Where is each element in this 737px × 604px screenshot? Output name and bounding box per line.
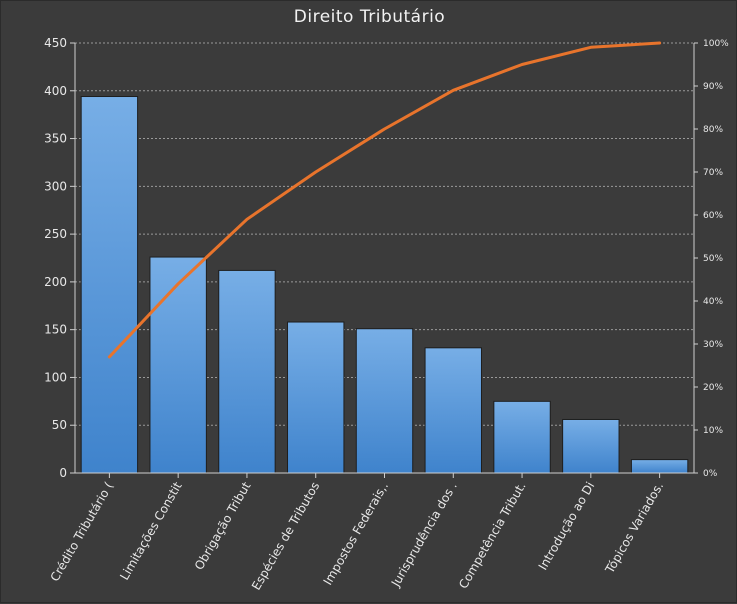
x-tick-label: Tópicos Variados.	[602, 480, 666, 577]
bar	[287, 321, 345, 474]
bar	[493, 400, 551, 474]
y2-tick-label: 0%	[703, 469, 718, 479]
y-tick-label: 100	[44, 370, 67, 384]
bar	[630, 459, 689, 474]
line-point	[520, 63, 524, 66]
y-tick-label: 250	[44, 227, 67, 241]
line-point	[383, 127, 386, 131]
y2-tick-label: 50%	[703, 254, 723, 264]
y2-tick-label: 80%	[703, 125, 723, 135]
x-tick-label: Impostos Federais,.	[321, 480, 391, 588]
line-point	[314, 170, 317, 174]
line-point	[245, 218, 249, 221]
line-point	[658, 41, 661, 45]
y-tick-label: 350	[44, 132, 67, 146]
line-point	[589, 46, 593, 49]
y-tick-label: 150	[44, 323, 67, 337]
bar	[149, 256, 207, 474]
y-tick-label: 50	[52, 418, 67, 432]
y2-tick-label: 100%	[703, 39, 729, 49]
y2-tick-label: 90%	[703, 82, 723, 92]
line-point	[452, 89, 455, 92]
y-tick-label: 450	[44, 36, 67, 50]
y2-tick-label: 60%	[703, 211, 723, 221]
y2-tick-label: 40%	[703, 297, 723, 307]
line-point	[108, 355, 111, 359]
bar	[218, 269, 276, 474]
y-tick-label: 200	[44, 275, 67, 289]
x-tick-label: Obrigação Tribut	[192, 479, 254, 572]
x-tick-label: Limitações Constit	[117, 479, 185, 582]
y-tick-label: 400	[44, 84, 67, 98]
bar	[562, 418, 620, 474]
line-point	[176, 282, 180, 285]
bar	[355, 328, 414, 474]
x-tick-label: Introdução ao Di	[536, 480, 598, 573]
x-tick-label: Espécies de Tributos	[249, 480, 322, 593]
x-tick-label: Competência Tribut.	[456, 480, 529, 592]
y2-tick-label: 20%	[703, 383, 723, 393]
bar	[80, 96, 139, 474]
y-tick-label: 0	[59, 466, 67, 480]
bar	[424, 347, 482, 474]
y2-tick-label: 10%	[703, 426, 723, 436]
y-tick-label: 300	[44, 179, 67, 193]
y2-tick-label: 30%	[703, 340, 723, 350]
x-tick-label: Jurisprudência dos .	[388, 480, 460, 590]
chart-title: Direito Tributário	[293, 7, 446, 27]
x-tick-label: Crédito Tributário (	[48, 480, 116, 584]
y2-tick-label: 70%	[703, 168, 723, 178]
